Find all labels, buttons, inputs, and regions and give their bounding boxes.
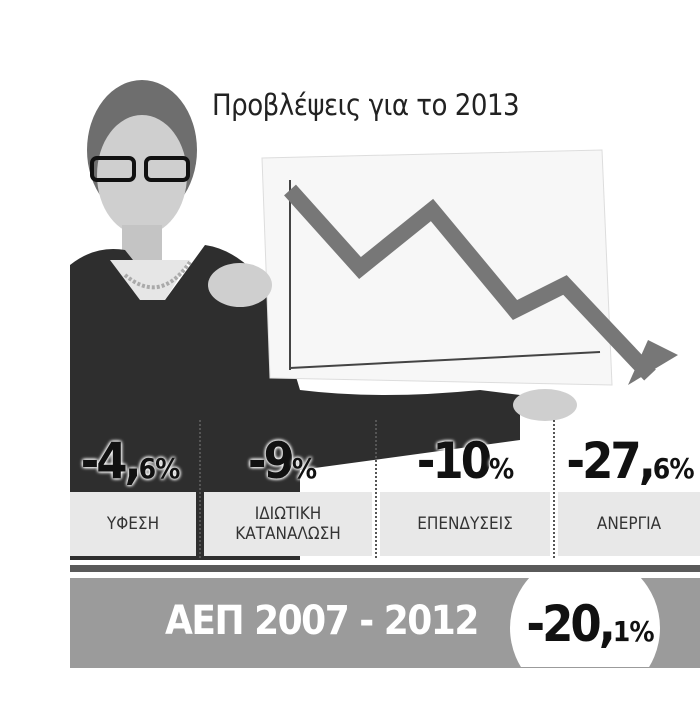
stat-label: ΙΔΙΩΤΙΚΗ ΚΑΤΑΝΑΛΩΣΗ [204, 492, 372, 556]
hand [208, 263, 272, 307]
glasses [144, 156, 190, 182]
stat-value: -27,6% [566, 432, 694, 490]
face [97, 115, 187, 235]
separator [375, 420, 377, 558]
arrow-head [628, 340, 678, 385]
illustration [70, 80, 678, 560]
trend-arrow [284, 184, 656, 381]
axis [289, 351, 601, 369]
glasses [90, 156, 136, 182]
stat-label: ΕΠΕΝΔΥΣΕΙΣ [380, 492, 550, 556]
footer-value: -20,1% [526, 595, 654, 653]
shirt [110, 260, 190, 300]
separator [553, 420, 555, 558]
board [261, 149, 613, 386]
title: Προβλέψεις για το 2013 [212, 88, 520, 122]
stat-value: -10% [416, 432, 515, 490]
divider [70, 565, 700, 572]
footer-label: ΑΕΠ 2007 - 2012 [165, 598, 479, 644]
stat-value: -4,6% [80, 432, 181, 490]
stat-label: ΥΦΕΣΗ [70, 492, 196, 556]
stat-label: ΑΝΕΡΓΙΑ [558, 492, 700, 556]
hand [513, 389, 577, 421]
stat-value: -9% [247, 432, 317, 490]
separator [199, 420, 201, 558]
value-circle [510, 578, 660, 667]
jacket [70, 245, 520, 560]
pearls [123, 260, 192, 290]
